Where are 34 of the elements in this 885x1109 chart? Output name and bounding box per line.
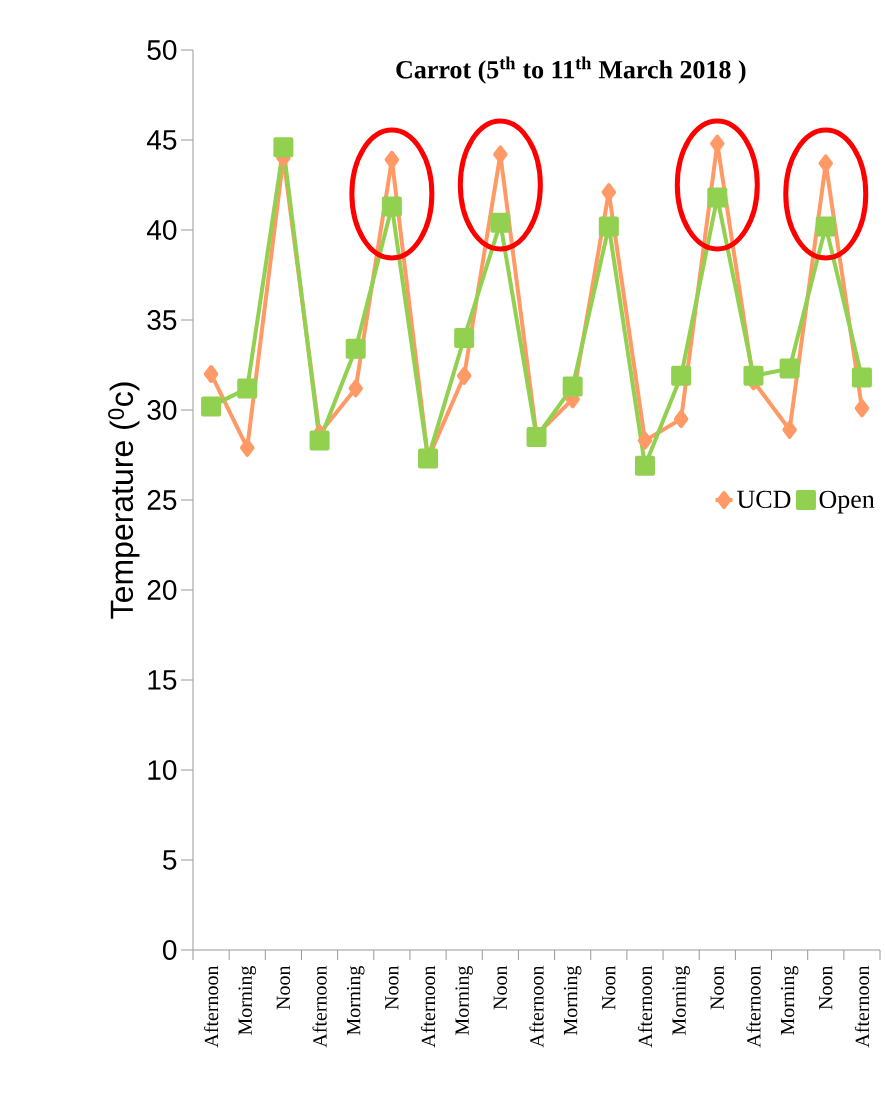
y-tick-label: 45 — [146, 130, 177, 150]
x-tick-label: Morning — [455, 965, 473, 1035]
x-tick-label: Noon — [276, 965, 291, 1010]
legend-label: UCD — [737, 490, 791, 509]
y-tick-label: 30 — [147, 400, 177, 420]
x-tick-label: Morning — [238, 965, 257, 1035]
x-tick-label: Noon — [385, 965, 399, 1010]
y-tick-label: 10 — [148, 760, 177, 780]
y-tick-label: 15 — [148, 670, 177, 690]
x-tick-label: Morning — [346, 965, 365, 1035]
legend-label: Open — [819, 490, 875, 514]
y-tick-label: 25 — [147, 490, 177, 510]
x-tick-label: Noon — [493, 965, 507, 1010]
y-tick-label: 5 — [163, 850, 177, 870]
x-tick-label: Afternoon — [203, 965, 219, 1048]
x-tick-label: Afternoon — [529, 965, 544, 1048]
y-axis-title: Temperature ($^{0}$c) — [108, 382, 140, 619]
x-tick-label: Noon — [602, 965, 616, 1010]
y-tick-label: 50 — [147, 40, 177, 60]
x-tick-label: Afternoon — [854, 965, 870, 1048]
x-tick-label: Morning — [672, 965, 690, 1035]
y-tick-label: 40 — [146, 220, 177, 240]
y-tick-label: 0 — [162, 940, 177, 960]
y-tick-label: 35 — [147, 310, 177, 330]
x-tick-label: Afternoon — [312, 965, 327, 1048]
chart-title: Carrot (5$^{th}$ to 11$^{th}$ March 2018 ) — [396, 56, 746, 84]
y-tick-label: 20 — [147, 580, 177, 600]
x-tick-label: Afternoon — [746, 965, 761, 1048]
x-tick-label: Afternoon — [420, 965, 436, 1048]
x-tick-label: Morning — [780, 965, 799, 1035]
x-tick-label: Afternoon — [637, 965, 653, 1048]
x-tick-label: Morning — [563, 965, 582, 1035]
x-tick-label: Noon — [710, 965, 724, 1010]
x-tick-label: Noon — [819, 965, 833, 1010]
